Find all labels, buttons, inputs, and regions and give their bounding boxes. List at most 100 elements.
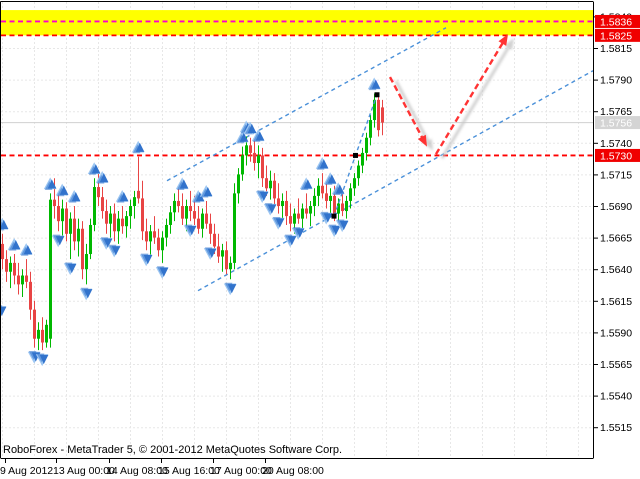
fractal-up-icon xyxy=(95,171,109,184)
fractal-down-icon xyxy=(155,266,169,279)
candle xyxy=(373,99,376,121)
price-level-badge xyxy=(595,148,640,162)
fractal-down-icon xyxy=(291,227,305,240)
fractal-down-icon xyxy=(35,353,49,367)
candle xyxy=(321,185,324,194)
candle xyxy=(273,180,276,199)
candle xyxy=(289,216,292,224)
candle xyxy=(9,262,12,272)
price-tick-label: 1.5665 xyxy=(600,233,632,245)
candle xyxy=(317,185,320,196)
candle xyxy=(125,216,128,227)
trendline-anchor-handle[interactable] xyxy=(353,152,358,158)
candle xyxy=(169,212,172,225)
candle xyxy=(309,206,312,214)
candle xyxy=(233,193,236,263)
candle xyxy=(305,208,308,214)
candle xyxy=(57,206,60,222)
price-tick-label: 1.5690 xyxy=(600,201,632,213)
fractal-up-icon xyxy=(243,121,257,135)
fractal-up-icon xyxy=(315,157,329,170)
candle xyxy=(237,174,240,194)
candle xyxy=(217,246,220,257)
candle xyxy=(245,145,248,156)
candle xyxy=(197,218,200,229)
fractal-up-icon xyxy=(235,130,249,144)
candle xyxy=(21,275,24,285)
resistance-zone xyxy=(1,10,593,36)
candle xyxy=(229,262,232,270)
price-level-badge-text: 1.5825 xyxy=(600,30,632,42)
candles xyxy=(1,93,384,351)
candle xyxy=(193,211,196,219)
projection-arrow-down[interactable] xyxy=(388,76,427,147)
fractal-up-icon xyxy=(0,217,9,231)
candle xyxy=(109,213,112,224)
candle xyxy=(369,120,372,138)
candle xyxy=(325,193,328,201)
projection-arrow-up[interactable] xyxy=(434,34,508,155)
candle xyxy=(25,275,28,282)
candle xyxy=(297,213,300,219)
candle xyxy=(285,200,288,217)
price-tick-label: 1.5790 xyxy=(600,75,632,87)
fractal-down-icon xyxy=(255,190,269,204)
fractal-up-icon xyxy=(199,184,213,198)
fractal-down-icon xyxy=(99,237,113,250)
candle xyxy=(133,197,136,206)
candle xyxy=(313,195,316,206)
time-tick-label: 15 Aug 16:00 xyxy=(158,465,220,477)
trendline-anchor-handle[interactable] xyxy=(374,92,380,98)
fractal-up-icon xyxy=(19,243,33,256)
candle xyxy=(53,199,56,206)
fractal-down-icon xyxy=(327,224,341,238)
upper-channel-line[interactable] xyxy=(166,27,447,182)
candle xyxy=(65,208,68,234)
fractal-up-icon xyxy=(115,190,129,203)
fractal-down-icon xyxy=(139,253,153,267)
lower-channel-line[interactable] xyxy=(197,70,594,292)
price-tick-label: 1.5540 xyxy=(600,391,632,403)
price-tick-label: 1.5590 xyxy=(600,327,632,339)
fractal-up-icon xyxy=(251,129,265,142)
candle xyxy=(77,228,80,242)
price-tick-label: 1.5615 xyxy=(600,296,632,308)
candle xyxy=(181,206,184,219)
candle xyxy=(177,200,180,206)
price-tick-label: 1.5715 xyxy=(600,169,632,181)
fractal-up-icon xyxy=(323,172,337,185)
price-axis[interactable]: 1.58401.58151.57901.57651.57401.57151.56… xyxy=(594,11,640,434)
price-tick-label: 1.5640 xyxy=(600,264,632,276)
candle xyxy=(141,198,144,232)
copyright-watermark: RoboForex - MetaTrader 5, © 2001-2012 Me… xyxy=(3,444,343,456)
fractal-down-icon xyxy=(203,247,217,260)
candle xyxy=(189,206,192,212)
candle xyxy=(13,262,16,276)
projection-arrow-shadow xyxy=(394,80,433,151)
fractal-down-icon xyxy=(107,244,121,258)
candle xyxy=(329,195,332,201)
fractal-down-icon xyxy=(271,216,285,230)
candle xyxy=(209,223,212,234)
candle xyxy=(157,237,160,251)
candle xyxy=(129,206,132,217)
price-level-badge-text: 1.5730 xyxy=(600,150,632,162)
trendline-anchor-handle[interactable] xyxy=(331,213,337,219)
candle xyxy=(293,213,296,224)
candle xyxy=(37,329,40,339)
fractal-up-icon xyxy=(367,77,381,91)
fractal-up-icon xyxy=(299,177,313,190)
candle xyxy=(301,208,304,219)
time-tick-label: 20 Aug 08:00 xyxy=(262,465,324,477)
candle xyxy=(49,199,52,339)
price-level-badge xyxy=(595,14,640,28)
candle xyxy=(345,200,348,212)
candle xyxy=(137,190,140,199)
candle xyxy=(1,243,4,260)
candle xyxy=(361,152,364,166)
candle xyxy=(17,275,20,285)
projection-arrow-shadow xyxy=(440,38,514,159)
fractal-markers xyxy=(0,77,381,367)
